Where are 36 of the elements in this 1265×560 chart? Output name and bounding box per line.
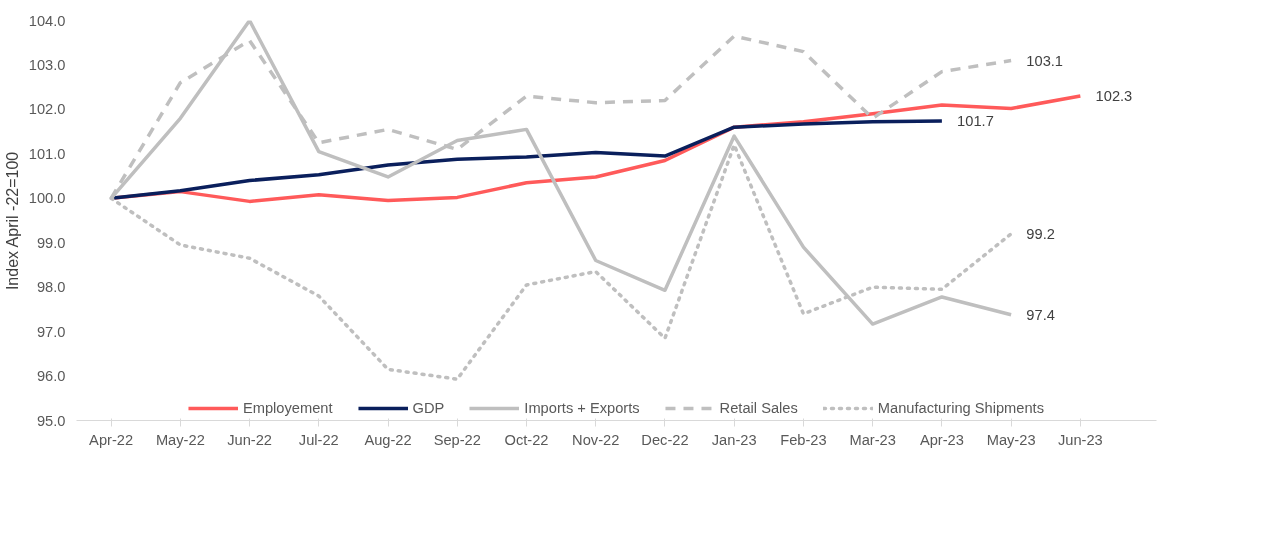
x-tick-label: Jun-23: [1057, 431, 1103, 448]
x-tick-label: Mar-23: [849, 431, 896, 448]
data-label: 101.7: [957, 112, 994, 129]
y-tick-label: 104.0: [28, 12, 66, 29]
y-tick-label: 100.0: [28, 190, 66, 207]
data-label: 97.4: [1026, 306, 1055, 323]
x-tick-label: Feb-23: [780, 431, 827, 448]
legend-label: Employement: [242, 400, 333, 416]
y-tick-label: 96.0: [36, 368, 66, 385]
x-tick-label: Apr-23: [919, 431, 964, 448]
x-tick-label: May-23: [986, 431, 1036, 448]
y-tick-label: 97.0: [36, 323, 66, 340]
x-tick-label: Aug-22: [364, 431, 412, 448]
data-label: 99.2: [1026, 225, 1055, 242]
legend-label: GDP: [412, 400, 445, 416]
x-tick-label: Dec-22: [641, 431, 689, 448]
data-label: 103.1: [1026, 52, 1064, 69]
y-tick-label: 95.0: [36, 412, 66, 429]
x-tick-label: Jan-23: [711, 431, 757, 448]
legend-label: Imports + Exports: [524, 400, 640, 416]
x-tick-label: Nov-22: [572, 431, 620, 448]
y-tick-label: 99.0: [36, 234, 66, 251]
y-tick-label: 102.0: [28, 101, 66, 118]
legend-label: Manufacturing Shipments: [877, 400, 1045, 416]
x-tick-label: Sep-22: [433, 431, 481, 448]
y-tick-label: 98.0: [36, 279, 66, 296]
y-tick-label: 101.0: [28, 145, 66, 162]
x-tick-label: May-22: [155, 431, 205, 448]
x-tick-label: Oct-22: [504, 431, 549, 448]
x-tick-label: Jul-22: [298, 431, 339, 448]
y-tick-label: 103.0: [28, 56, 66, 73]
x-tick-label: Apr-22: [89, 431, 134, 448]
data-label: 102.3: [1095, 88, 1133, 105]
x-tick-label: Jun-22: [227, 431, 272, 448]
y-axis-title: Index April -22=100: [3, 151, 21, 291]
legend-label: Retail Sales: [719, 400, 798, 416]
